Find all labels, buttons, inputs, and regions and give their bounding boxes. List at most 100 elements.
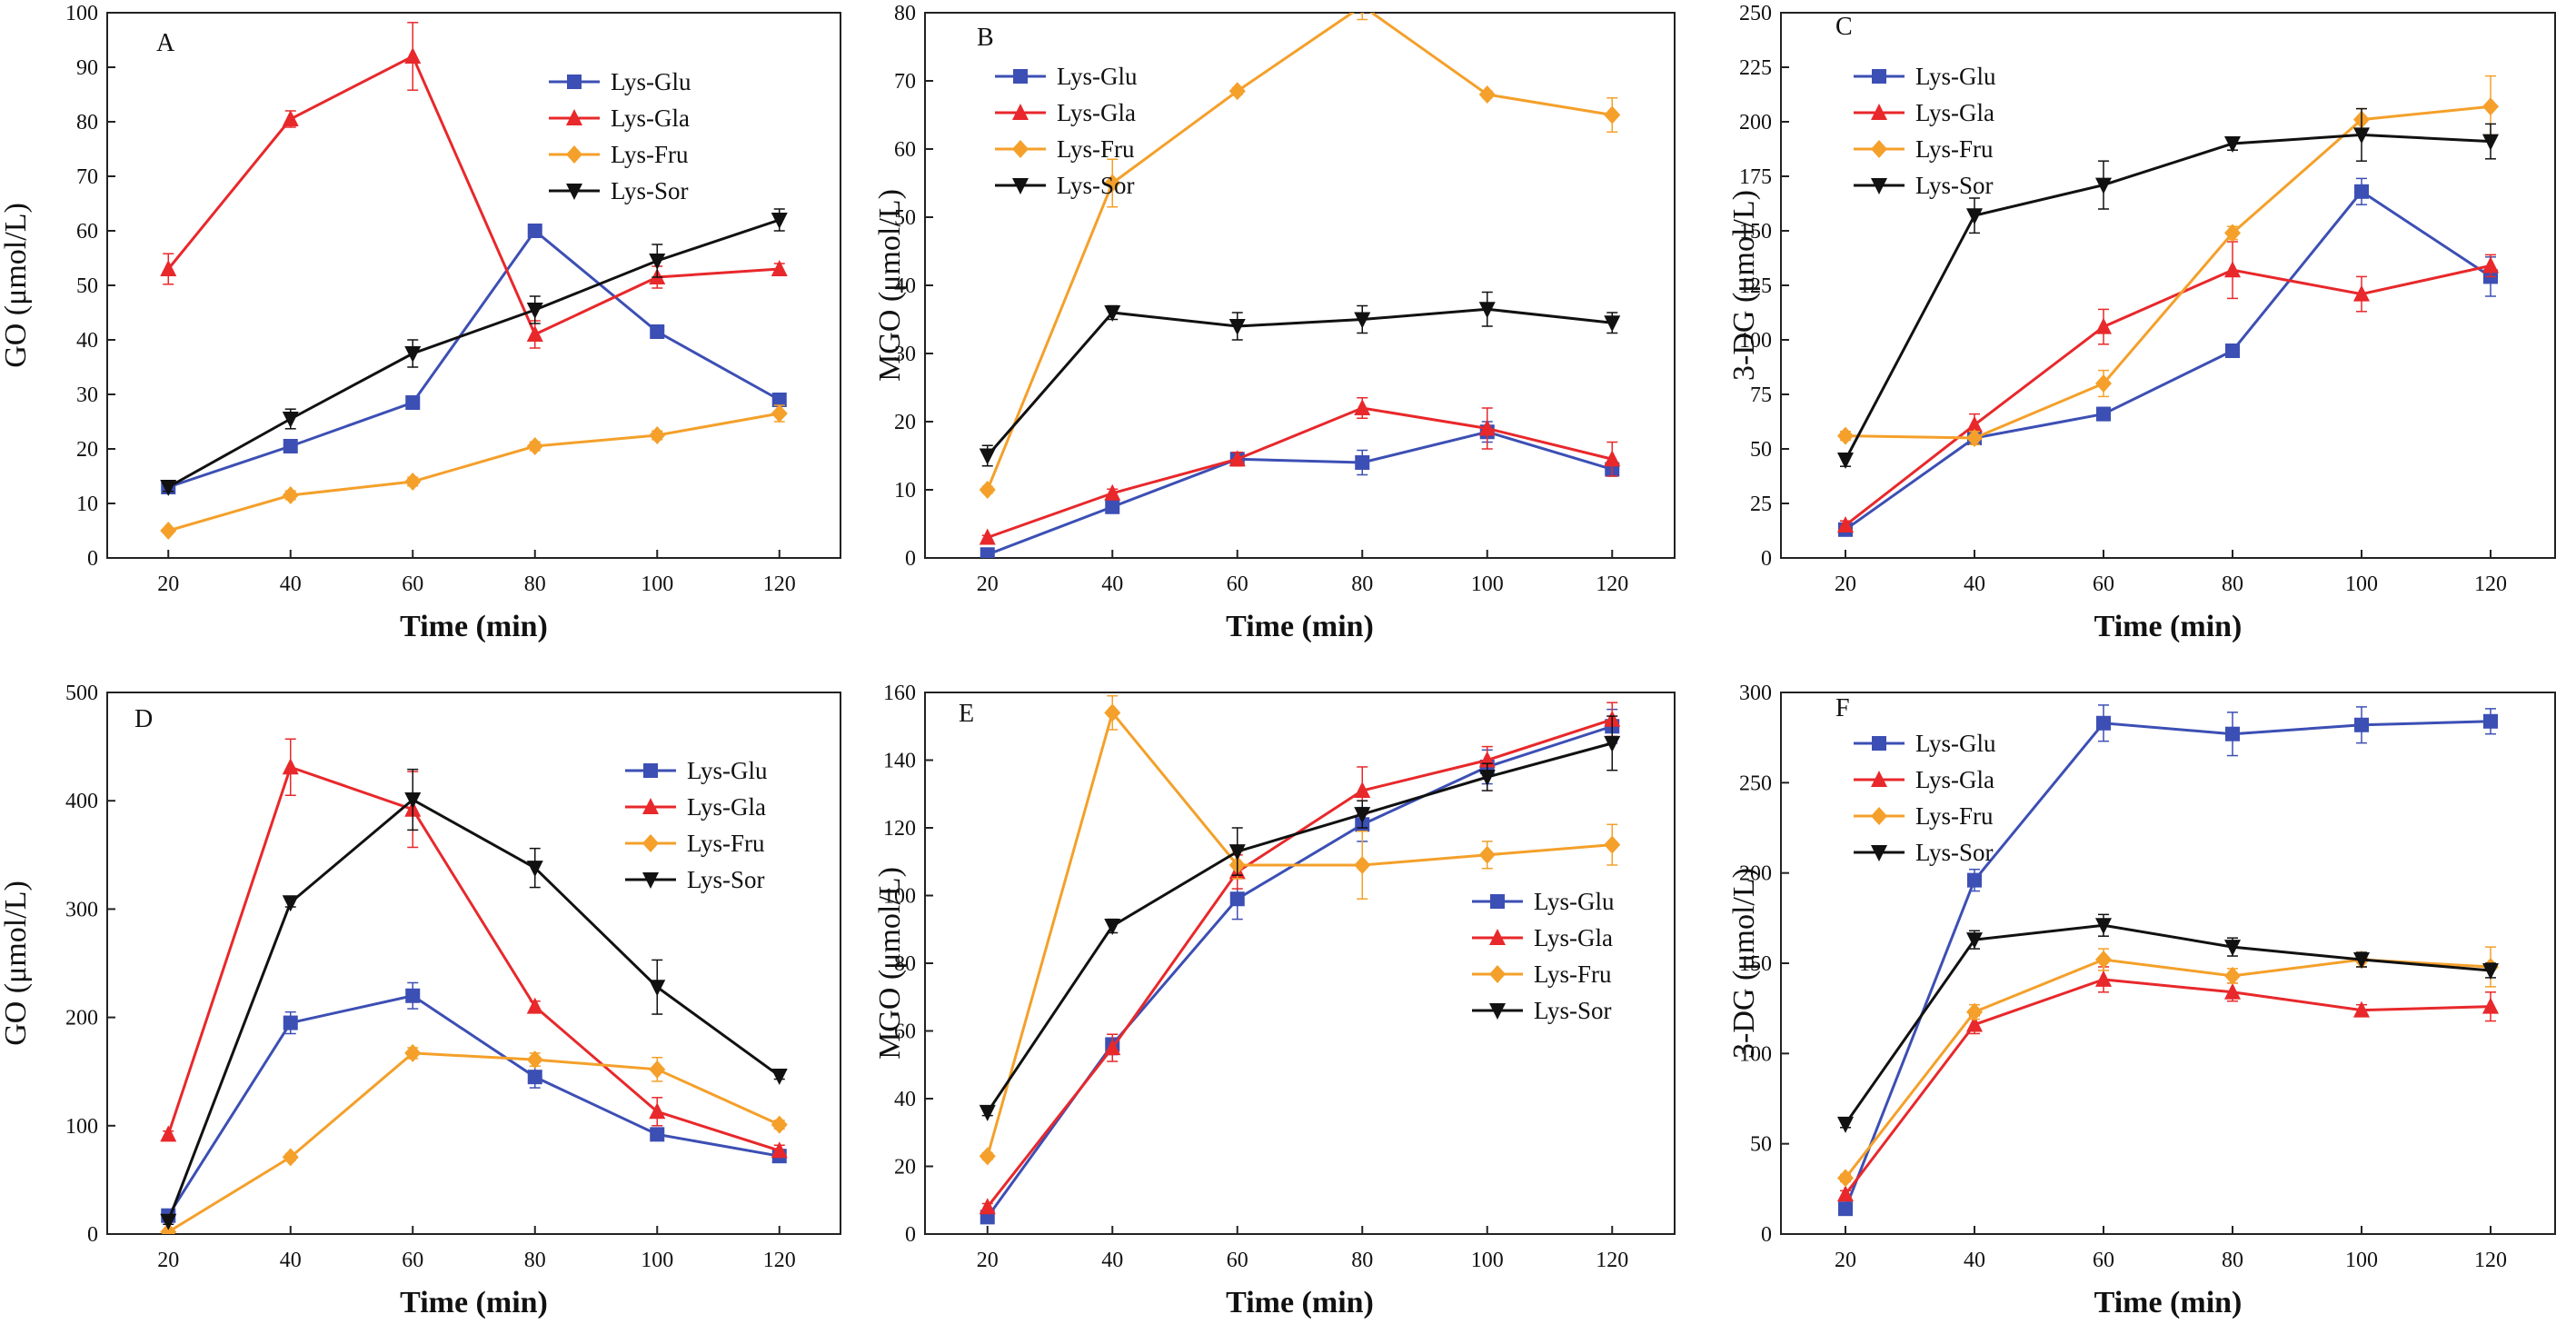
y-tick-label: 20: [76, 438, 98, 462]
series-line-lys-sor: [167, 218, 781, 489]
data-point: [1104, 174, 1121, 193]
y-tick-label: 50: [1750, 438, 1772, 462]
x-tick-label: 80: [2222, 572, 2243, 596]
data-point: [1104, 305, 1121, 322]
legend-label-lys-fru: Lys-Fru: [687, 830, 765, 857]
legend-marker-lys-sor: [1871, 178, 1887, 194]
data-point: [1228, 844, 1246, 861]
y-tick-label: 20: [894, 411, 916, 434]
legend-label-lys-fru: Lys-Fru: [1057, 135, 1135, 163]
series-lys-fru: [160, 1043, 788, 1234]
series-lys-fru: [979, 694, 1621, 1166]
data-point: [979, 448, 996, 465]
series-line-lys-sor: [1844, 133, 2491, 461]
legend-marker-lys-sor: [1489, 1003, 1506, 1020]
data-point: [1837, 1185, 1854, 1202]
data-point: [1604, 735, 1621, 752]
data-point: [526, 1050, 543, 1070]
series-lys-fru: [979, 13, 1621, 499]
data-point: [771, 260, 788, 276]
legend-label-lys-gla: Lys-Gla: [687, 793, 766, 821]
data-point: [1604, 315, 1621, 333]
data-point: [2482, 256, 2499, 274]
data-point: [2224, 261, 2241, 278]
x-tick-label: 100: [2345, 572, 2378, 596]
data-point: [526, 325, 543, 342]
y-tick-label: 200: [1739, 862, 1772, 886]
data-point: [282, 1148, 299, 1167]
data-point: [527, 224, 542, 238]
legend-marker-lys-glu: [567, 75, 582, 89]
y-tick-label: 400: [65, 790, 98, 813]
legend-label-lys-glu: Lys-Glu: [1915, 63, 1996, 90]
legend-marker-lys-gla: [566, 109, 582, 125]
y-tick-label: 50: [76, 274, 98, 298]
legend-marker-lys-glu: [1872, 69, 1886, 84]
data-point: [1966, 429, 1983, 447]
legend-label-lys-gla: Lys-Gla: [1915, 766, 1994, 793]
data-point: [1104, 483, 1121, 501]
x-tick-label: 60: [1227, 572, 1248, 596]
data-point: [160, 1213, 177, 1230]
y-tick-label: 300: [65, 898, 98, 921]
data-point: [2354, 184, 2369, 199]
x-tick-label: 100: [2345, 1249, 2378, 1272]
x-tick-label: 120: [2474, 572, 2507, 596]
data-point: [650, 324, 665, 339]
data-point: [1228, 319, 1246, 335]
y-tick-label: 225: [1739, 56, 1772, 80]
y-axis-title: 3-DG (μmol/L): [1727, 190, 1761, 381]
legend-label-lys-sor: Lys-Sor: [1057, 172, 1135, 199]
legend-marker-lys-glu: [643, 763, 658, 778]
data-point: [771, 1068, 788, 1085]
series-lys-glu: [161, 224, 787, 494]
series-line-lys-gla: [1845, 264, 2491, 527]
legend: Lys-Glu Lys-Gla Lys-Fru Lys-Sor: [625, 757, 768, 893]
data-point: [405, 395, 421, 410]
y-tick-label: 150: [1739, 220, 1772, 244]
data-point: [282, 412, 299, 428]
x-tick-label: 120: [1596, 1249, 1628, 1272]
data-point: [2095, 970, 2112, 987]
x-axis-title: Time (min): [1226, 1286, 1374, 1319]
legend-marker-lys-glu: [1490, 894, 1505, 909]
x-tick-label: 120: [2474, 1249, 2507, 1272]
x-tick-label: 120: [1596, 572, 1628, 596]
x-tick-label: 80: [1351, 1249, 1373, 1272]
series-line-lys-gla: [167, 54, 780, 337]
data-point: [649, 254, 666, 270]
legend: Lys-Glu Lys-Gla Lys-Fru Lys-Sor: [1472, 888, 1615, 1024]
legend: Lys-Glu Lys-Gla Lys-Fru Lys-Sor: [1854, 63, 1996, 199]
x-axis-title: Time (min): [2094, 610, 2243, 643]
legend-label-lys-glu: Lys-Glu: [1057, 63, 1138, 90]
data-point: [2483, 713, 2498, 729]
data-point: [1228, 450, 1246, 467]
data-point: [1354, 807, 1371, 824]
legend-label-lys-sor: Lys-Sor: [1534, 997, 1612, 1024]
series-line-lys-fru: [986, 13, 1613, 491]
y-tick-label: 90: [76, 56, 98, 80]
x-tick-label: 100: [1471, 572, 1504, 596]
panel-letter: C: [1835, 13, 1853, 41]
data-point: [1228, 82, 1246, 101]
data-point: [160, 480, 177, 496]
plot-frame: [106, 12, 841, 559]
data-point: [526, 997, 543, 1014]
x-tick-label: 60: [1227, 1249, 1248, 1272]
series-lys-gla: [1837, 966, 2499, 1202]
y-tick-label: 0: [905, 547, 916, 571]
series-layer: [1837, 75, 2499, 537]
data-point: [980, 547, 995, 558]
data-point: [1360, 13, 1365, 15]
legend-label-lys-glu: Lys-Glu: [687, 757, 768, 784]
data-point: [160, 260, 177, 276]
series-line-lys-gla: [1844, 978, 2491, 1196]
data-point: [1478, 770, 1496, 787]
y-tick-label: 20: [894, 1156, 916, 1180]
y-tick-label: 175: [1739, 165, 1772, 189]
legend-label-lys-glu: Lys-Glu: [1915, 730, 1996, 757]
y-axis-title: MGO (μmol/L): [873, 867, 907, 1060]
data-point: [1478, 845, 1496, 864]
legend-label-lys-fru: Lys-Fru: [1534, 961, 1612, 988]
series-lys-glu: [1838, 177, 2498, 537]
